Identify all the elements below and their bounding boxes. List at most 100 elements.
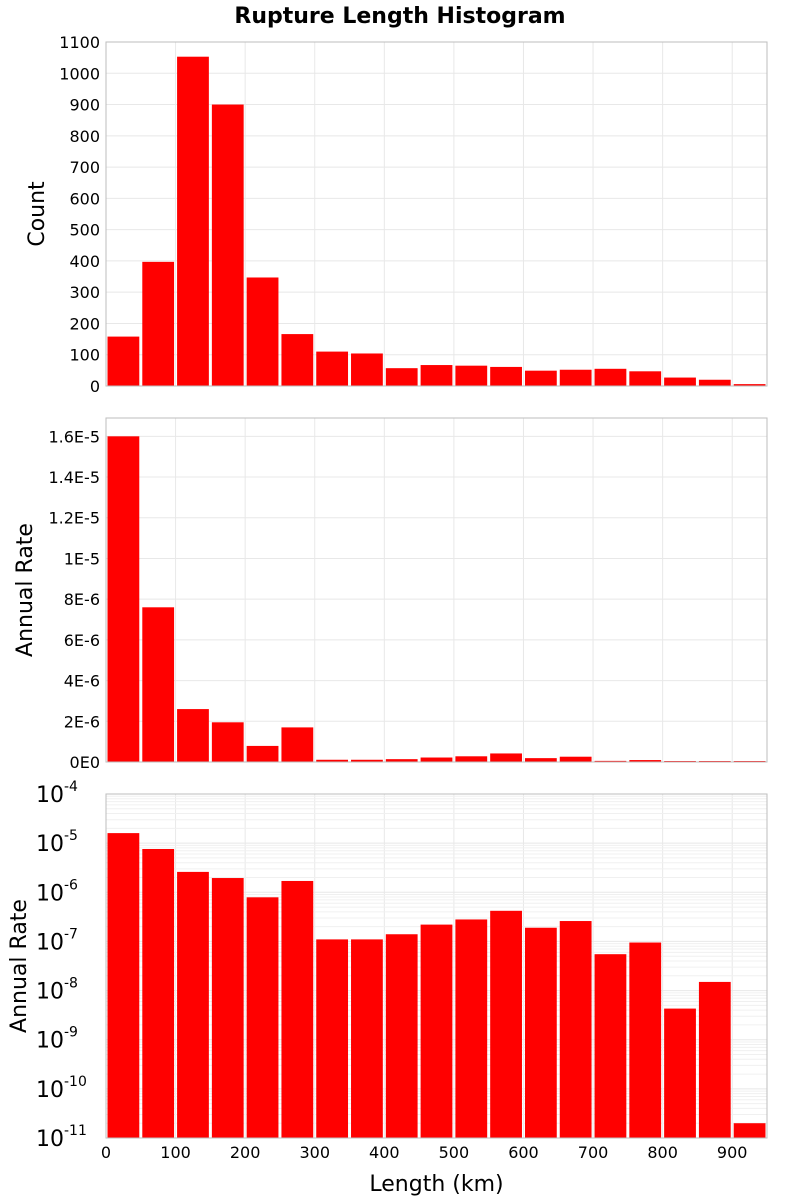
y-tick-label: 300 xyxy=(69,283,100,302)
bar-count xyxy=(420,365,453,386)
bar-rate-log xyxy=(524,927,557,1138)
bar-rate-linear xyxy=(351,759,383,762)
x-tick-label: 400 xyxy=(369,1143,400,1162)
x-tick-label: 600 xyxy=(508,1143,539,1162)
x-tick-label: 700 xyxy=(578,1143,609,1162)
bar-rate-linear xyxy=(420,757,453,762)
bar-rate-linear xyxy=(559,756,592,762)
bar-rate-log xyxy=(698,981,731,1138)
bar-rate-log xyxy=(455,919,488,1138)
y-tick-label: 6E-6 xyxy=(64,631,100,650)
bar-count xyxy=(698,379,731,386)
y-tick-label: 8E-6 xyxy=(64,590,100,609)
y-tick-exponent: -8 xyxy=(64,976,78,992)
bar-count xyxy=(211,104,244,386)
y-tick-label: 100 xyxy=(69,346,100,365)
y-tick-label: 500 xyxy=(69,221,100,240)
y-tick-label: 1E-5 xyxy=(64,549,100,568)
bar-rate-linear xyxy=(246,745,279,762)
y-tick-exponent: -6 xyxy=(64,877,78,893)
y-tick-label: 0E0 xyxy=(70,753,100,772)
y-tick-label: 1.6E-5 xyxy=(48,427,100,446)
panel-count: 0 100 200 300 400 500 600 700 800 900 1000 1100 Coun… xyxy=(25,33,768,396)
bar-count xyxy=(177,56,209,386)
y-tick-exponent: -9 xyxy=(64,1025,78,1041)
y-tick-label: 800 xyxy=(69,127,100,146)
bar-rate-log xyxy=(211,878,244,1138)
y-tick-label: 2E-6 xyxy=(64,712,100,731)
bar-rate-linear xyxy=(142,607,175,762)
y-tick-label: 1.2E-5 xyxy=(48,509,100,528)
bar-rate-log xyxy=(316,939,349,1138)
y-tick-exponent: -11 xyxy=(64,1123,87,1139)
bar-rate-log xyxy=(281,880,314,1138)
y-tick-label: 900 xyxy=(69,96,100,115)
y-tick-exponent: -4 xyxy=(64,779,78,795)
y-tick-label: 10 xyxy=(36,930,64,955)
bar-rate-log xyxy=(629,942,662,1138)
x-tick-label: 500 xyxy=(439,1143,470,1162)
bar-rate-log xyxy=(733,1123,766,1138)
bar-rate-linear xyxy=(385,759,418,762)
y-tick-label: 0 xyxy=(90,377,100,396)
plot-frame xyxy=(105,417,768,763)
y-axis-label: Annual Rate xyxy=(7,899,32,1033)
bar-count xyxy=(351,353,383,386)
y-tick-label: 10 xyxy=(36,1127,64,1152)
bar-rate-linear xyxy=(524,758,557,762)
figure-title: Rupture Length Histogram xyxy=(234,4,565,29)
y-tick-label: 10 xyxy=(36,1029,64,1054)
bar-rate-linear xyxy=(281,727,314,762)
bar-rate-linear xyxy=(629,760,662,762)
bar-rate-log xyxy=(559,921,592,1138)
bar-count xyxy=(281,334,314,386)
bar-rate-log xyxy=(246,897,279,1138)
bar-count xyxy=(455,365,488,386)
bar-rate-log xyxy=(664,1008,696,1138)
x-tick-label: 300 xyxy=(299,1143,330,1162)
y-tick-label: 600 xyxy=(69,189,100,208)
bar-rate-log xyxy=(594,954,627,1138)
y-tick-label: 10 xyxy=(36,881,64,906)
plot-frame xyxy=(105,41,768,387)
x-tick-label: 800 xyxy=(647,1143,678,1162)
bar-rate-linear xyxy=(211,722,244,762)
bar-count xyxy=(629,371,662,386)
bar-rate-linear xyxy=(490,753,522,762)
bar-rate-linear xyxy=(455,756,488,762)
panel-rate-linear: 0E0 2E-6 4E-6 6E-6 8E-6 1E-5 1.2E-5 1.4E-5 1.6E-… xyxy=(13,417,768,772)
y-tick-label: 1100 xyxy=(59,33,100,52)
y-tick-label: 1000 xyxy=(59,64,100,83)
y-tick-label: 200 xyxy=(69,314,100,333)
bar-rate-log xyxy=(177,871,209,1138)
bar-count xyxy=(524,370,557,386)
y-tick-exponent: -10 xyxy=(64,1074,87,1090)
x-axis-label: Length (km) xyxy=(369,1172,503,1197)
y-tick-label: 1.4E-5 xyxy=(48,468,100,487)
bar-count xyxy=(142,261,175,386)
bar-rate-linear xyxy=(177,709,209,762)
x-tick-label: 900 xyxy=(717,1143,748,1162)
y-tick-label: 4E-6 xyxy=(64,672,100,691)
x-tick-label: 0 xyxy=(101,1143,111,1162)
bar-rate-log xyxy=(351,939,383,1138)
bar-count xyxy=(490,366,522,386)
y-tick-label: 10 xyxy=(36,832,64,857)
x-tick-label: 200 xyxy=(230,1143,261,1162)
bar-rate-log xyxy=(142,849,175,1138)
y-tick-label: 400 xyxy=(69,252,100,271)
bar-rate-log xyxy=(420,924,453,1138)
y-tick-exponent: -5 xyxy=(64,828,78,844)
bar-count xyxy=(594,368,627,386)
bar-rate-linear xyxy=(316,759,349,762)
y-axis-label: Annual Rate xyxy=(13,523,38,657)
bar-count xyxy=(385,368,418,386)
y-tick-label: 10 xyxy=(36,783,64,808)
bar-rate-log xyxy=(385,934,418,1138)
bar-count xyxy=(316,351,349,386)
bar-rate-linear xyxy=(107,436,140,762)
y-tick-label: 700 xyxy=(69,158,100,177)
y-tick-exponent: -7 xyxy=(64,926,78,942)
